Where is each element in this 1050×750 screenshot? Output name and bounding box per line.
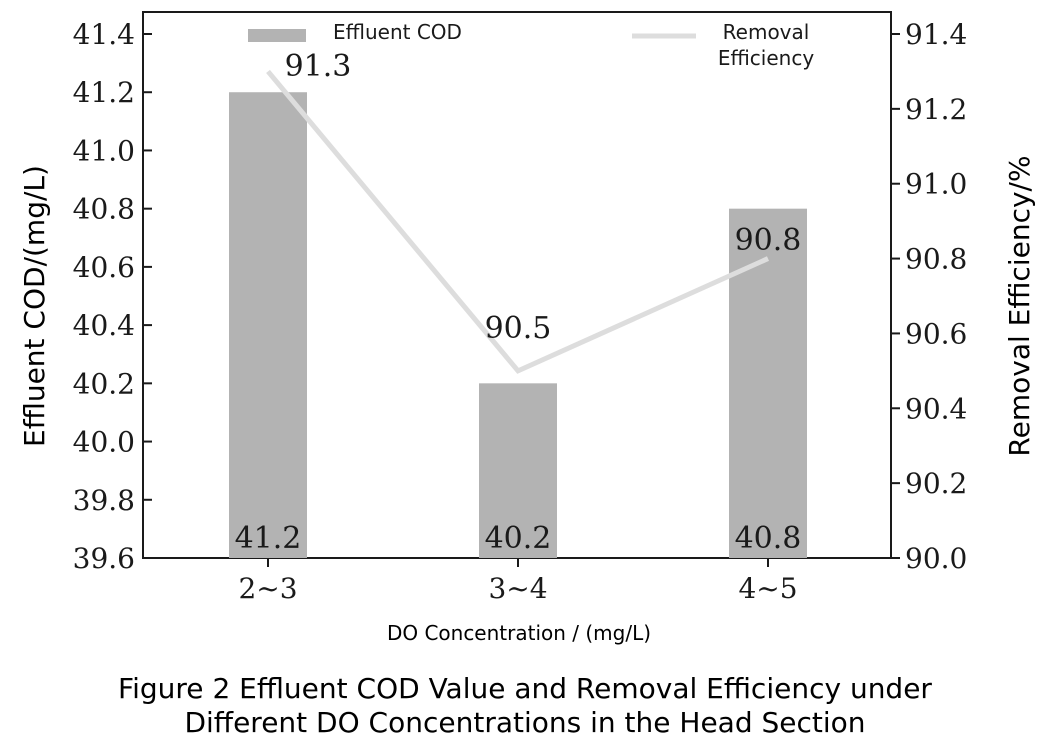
line-value-label: 90.5 — [485, 311, 552, 346]
right-axis-tick-label: 90.6 — [905, 317, 967, 350]
chart: 39.6 39.8 40.0 40.2 40.4 40.6 40.8 41.0 41.2 41.4… — [18, 11, 1036, 645]
line-value-label: 90.8 — [735, 223, 802, 258]
chart-svg: 39.6 39.8 40.0 40.2 40.4 40.6 40.8 41.0 41.2 41.4… — [18, 11, 1036, 645]
line-value-label: 91.3 — [285, 49, 352, 84]
left-axis-tick-label: 41.2 — [73, 76, 135, 109]
figure-caption: Figure 2 Effluent COD Value and Removal … — [0, 672, 1050, 740]
left-axis-tick-label: 39.6 — [73, 542, 135, 575]
left-axis-tick-label: 41.4 — [73, 18, 135, 51]
left-axis-tick-label: 41.0 — [73, 134, 135, 167]
legend-label-efficiency: Efficiency — [718, 46, 815, 70]
bar — [229, 92, 307, 558]
legend-label-effluent-cod: Effluent COD — [333, 20, 462, 44]
bar — [479, 383, 557, 558]
bar-value-label: 41.2 — [235, 521, 302, 556]
right-axis-tick-label: 91.4 — [905, 18, 967, 51]
right-axis-tick-label: 90.4 — [905, 392, 967, 425]
x-axis-tick-label: 4~5 — [738, 572, 797, 605]
caption-line-1: Figure 2 Effluent COD Value and Removal … — [118, 672, 932, 705]
legend-swatch-bar — [248, 29, 306, 42]
right-axis-tick-label: 90.8 — [905, 243, 967, 276]
left-axis-tick-label: 40.2 — [73, 367, 135, 400]
bar-value-label: 40.2 — [485, 521, 552, 556]
bar-value-label: 40.8 — [735, 521, 802, 556]
bar — [729, 208, 807, 558]
left-axis-tick-label: 40.0 — [73, 426, 135, 459]
x-axis-title: DO Concentration / (mg/L) — [387, 621, 651, 645]
caption-line-2: Different DO Concentrations in the Head … — [184, 706, 866, 739]
left-axis-tick-label: 40.4 — [73, 309, 135, 342]
right-axis-tick-label: 90.0 — [905, 542, 967, 575]
left-axis-title: Effluent COD/(mg/L) — [18, 165, 51, 447]
x-axis-tick-label: 2~3 — [238, 572, 297, 605]
left-axis-tick-label: 40.8 — [73, 193, 135, 226]
right-axis-tick-label: 91.2 — [905, 93, 967, 126]
left-axis-tick-label: 39.8 — [73, 484, 135, 517]
right-axis-title: Removal Efficiency/% — [1003, 155, 1036, 456]
legend-label-removal: Removal — [723, 20, 810, 44]
right-axis-tick-label: 90.2 — [905, 467, 967, 500]
x-axis-tick-label: 3~4 — [488, 572, 547, 605]
left-axis-tick-label: 40.6 — [73, 251, 135, 284]
right-axis-tick-label: 91.0 — [905, 168, 967, 201]
